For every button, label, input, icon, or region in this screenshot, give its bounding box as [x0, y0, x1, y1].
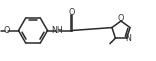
Text: O: O [3, 26, 10, 35]
Text: N: N [126, 34, 132, 43]
Text: NH: NH [52, 26, 63, 35]
Text: O: O [69, 8, 75, 17]
Text: O: O [117, 14, 124, 23]
